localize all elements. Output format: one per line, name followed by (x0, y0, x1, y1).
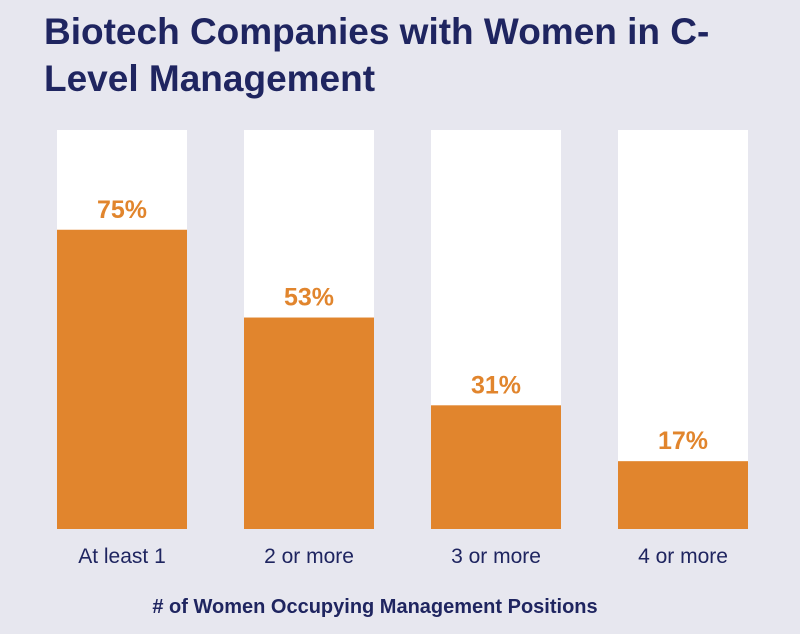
bar-0 (57, 229, 187, 529)
bar-3 (618, 461, 748, 529)
category-label-2: 3 or more (451, 545, 541, 568)
bar-1 (244, 317, 374, 529)
bar-value-label-1: 53% (284, 284, 334, 312)
bar-2 (431, 405, 561, 529)
bar-value-label-3: 17% (658, 427, 708, 455)
category-label-0: At least 1 (78, 545, 166, 568)
x-axis-label: # of Women Occupying Management Position… (152, 596, 598, 618)
bar-chart: 75% At least 1 53% 2 or more 31% 3 or more 17%… (57, 130, 748, 568)
category-label-3: 4 or more (638, 545, 728, 568)
bar-value-label-2: 31% (471, 371, 521, 399)
bar-value-label-0: 75% (97, 196, 147, 224)
chart-title: Biotech Companies with Women in C-Level … (44, 11, 710, 99)
category-label-1: 2 or more (264, 545, 354, 568)
